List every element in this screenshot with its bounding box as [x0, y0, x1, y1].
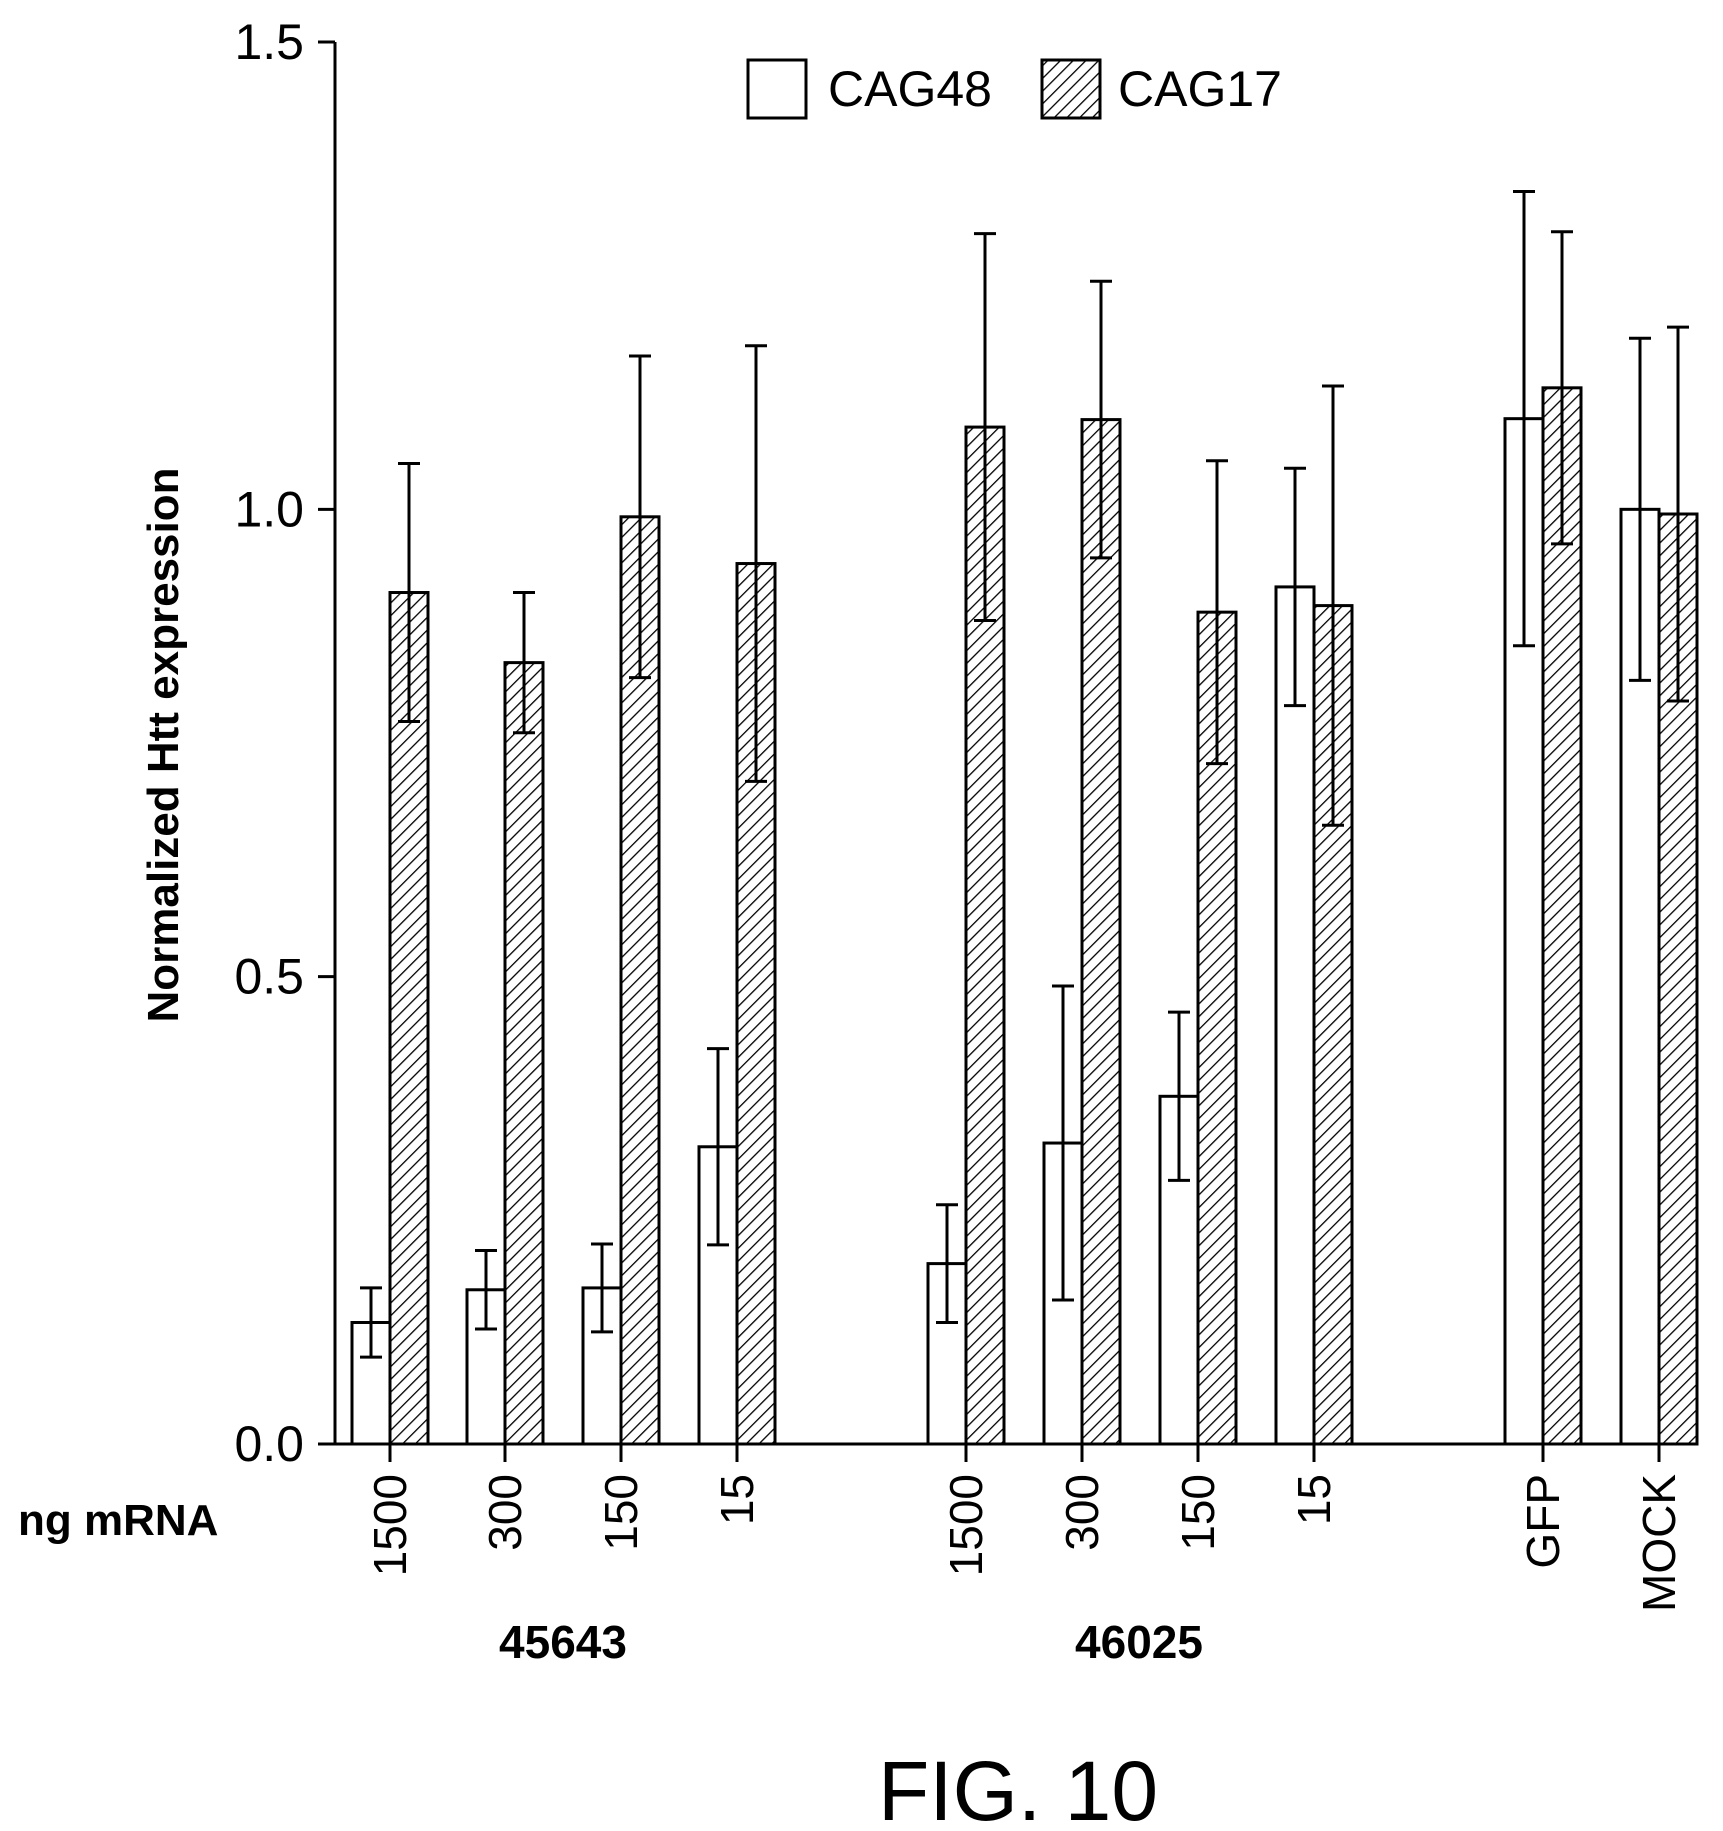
y-tick-label: 0.5 [234, 949, 304, 1005]
bar-cag17-gfp [1541, 386, 1583, 1446]
y-tick-label: 1.5 [234, 14, 304, 70]
x-tick-label: 1500 [940, 1474, 992, 1576]
bar-cag17-300 [503, 661, 545, 1446]
group-label-46025: 46025 [1075, 1616, 1203, 1668]
legend-label-cag17: CAG17 [1118, 61, 1282, 117]
x-row-label: ng mRNA [18, 1496, 218, 1545]
x-tick-label: 15 [1288, 1474, 1340, 1525]
x-tick-label: 150 [595, 1474, 647, 1551]
group-label-45643: 45643 [499, 1616, 627, 1668]
legend-swatch-cag17 [1040, 58, 1102, 120]
y-tick-label: 0.0 [234, 1416, 304, 1472]
x-tick-label: 1500 [364, 1474, 416, 1576]
x-tick-label: GFP [1517, 1474, 1569, 1569]
x-tick-label: MOCK [1633, 1474, 1685, 1612]
y-axis-title: Normalized Htt expression [139, 467, 188, 1022]
x-tick-label: 300 [1056, 1474, 1108, 1551]
bar-cag48-15 [1274, 585, 1316, 1446]
legend: CAG48 CAG17 [746, 58, 1282, 120]
legend-swatch-cag48 [746, 58, 808, 120]
legend-label-cag48: CAG48 [828, 61, 992, 117]
x-tick-label: 150 [1172, 1474, 1224, 1551]
x-tick-label: 300 [479, 1474, 531, 1551]
bar-cag17-300 [1080, 418, 1122, 1446]
x-tick-label: 15 [711, 1474, 763, 1525]
bar-cag17-1500 [388, 591, 430, 1446]
figure-caption: FIG. 10 [878, 1744, 1158, 1831]
y-tick-label: 1.0 [234, 481, 304, 537]
